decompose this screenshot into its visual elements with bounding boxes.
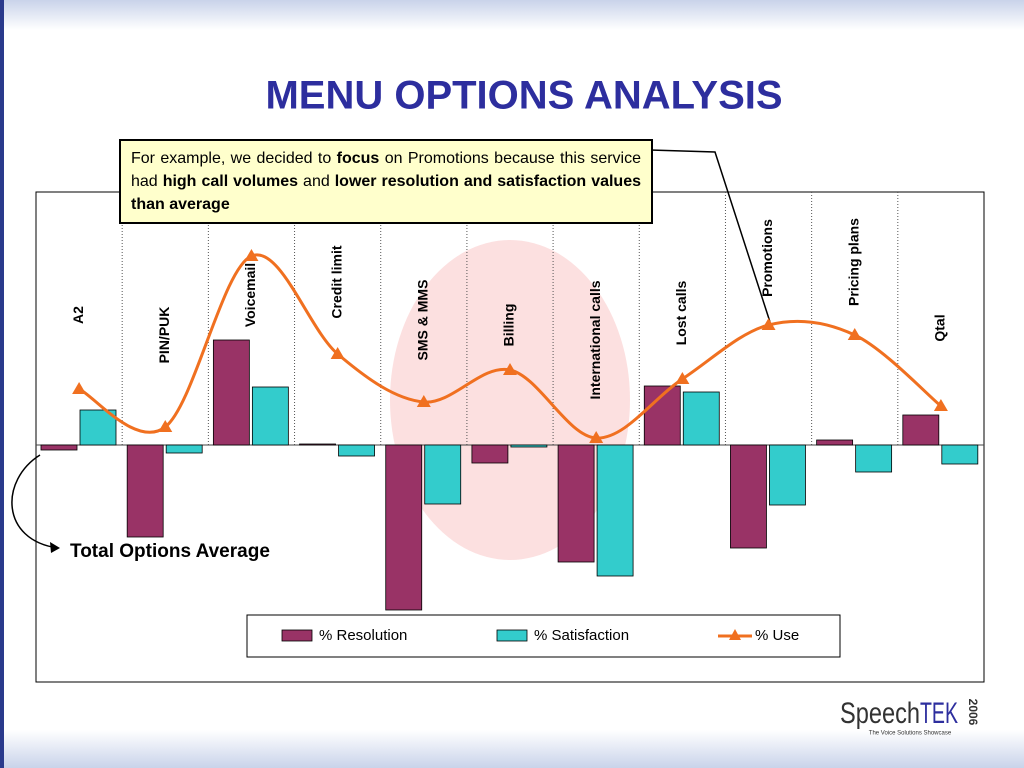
bar [510, 444, 548, 448]
legend-label: % Resolution [319, 627, 407, 644]
title: MENU OPTIONS ANALYSIS [265, 74, 782, 118]
category-label: PIN/PUK [156, 307, 172, 364]
bar [385, 444, 423, 611]
logo-text: TEK [920, 697, 958, 730]
bar [165, 444, 203, 454]
bar [471, 444, 509, 464]
bar [682, 391, 720, 446]
category-label: Billing [501, 304, 517, 347]
category-label: International calls [587, 280, 603, 399]
annotation-text: on Promotions because this service had [131, 150, 642, 190]
category-label: Pricing plans [845, 218, 861, 306]
legend-swatch [281, 629, 313, 642]
bar [596, 444, 634, 577]
bar [557, 444, 595, 563]
bar [941, 444, 979, 465]
bar [902, 414, 940, 446]
category-label: A2 [70, 306, 86, 324]
use-marker [330, 347, 345, 359]
bar [855, 444, 893, 473]
annotation-text: and [298, 173, 335, 190]
bar [126, 444, 164, 538]
use-marker [244, 249, 259, 261]
callout-line [649, 149, 771, 323]
use-marker [675, 372, 690, 384]
annotation-text: For example, we decided to [131, 150, 337, 167]
bar [40, 444, 78, 451]
category-label: Voicemail [242, 263, 258, 327]
annotation: For example, we decided to focus on Prom… [119, 139, 653, 224]
use-line [78, 253, 942, 440]
slide-edge [0, 0, 4, 768]
annotation-text: lower resolution and satisfaction values… [131, 173, 641, 213]
bar [212, 339, 250, 446]
bar [299, 443, 336, 446]
legend-label: % Satisfaction [534, 627, 629, 644]
use-marker [503, 363, 517, 375]
bar [251, 386, 289, 446]
legend-swatch [729, 629, 741, 640]
use-marker [72, 382, 87, 394]
logo-text: Speech [840, 697, 920, 730]
category-label: Lost calls [673, 281, 689, 346]
annotation-text: high call volumes [162, 173, 299, 190]
annotation-text: focus [336, 150, 380, 167]
logo-year: 2006 [966, 699, 980, 726]
category-label: Credit limit [328, 245, 344, 318]
bar [816, 439, 854, 446]
baseline-arrow [11, 454, 59, 549]
category-label: Promotions [759, 219, 775, 297]
logo-tagline: The Voice Solutions Showcase [869, 731, 952, 737]
use-marker [933, 399, 948, 411]
arrow-head [50, 542, 60, 553]
use-marker [847, 328, 862, 340]
logo: Speech TEK 2006 The Voice Solutions Show… [840, 697, 980, 737]
legend-swatch [496, 629, 528, 642]
bar [424, 444, 462, 505]
baseline-label: Total Options Average [70, 541, 270, 562]
use-marker [761, 318, 776, 330]
bar [769, 444, 806, 506]
legend-label: % Use [755, 627, 799, 644]
bar [338, 444, 375, 457]
bar [79, 409, 117, 446]
use-marker [416, 395, 431, 407]
category-label: Qtal [932, 314, 948, 341]
use-marker [589, 431, 604, 443]
category-label: SMS & MMS [415, 280, 431, 361]
use-marker [158, 420, 173, 432]
bar [730, 444, 767, 549]
